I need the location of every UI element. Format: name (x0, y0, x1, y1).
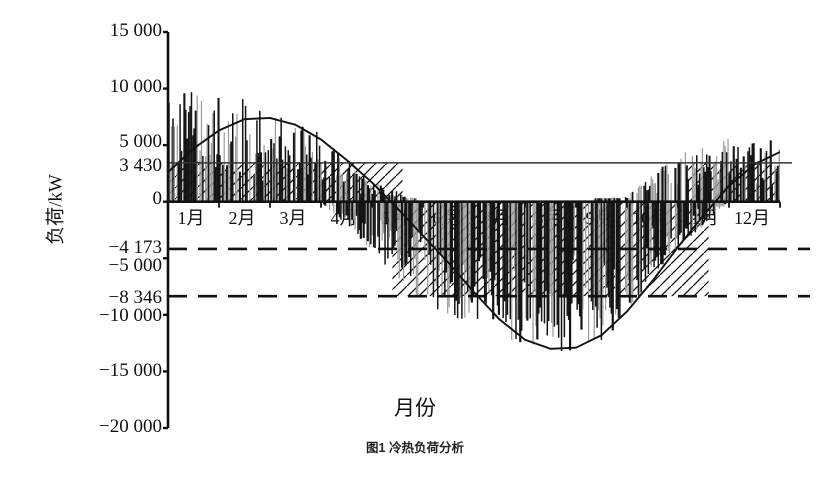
y-tick-label: 0 (152, 188, 163, 209)
y-tick-label: −8 346 (108, 287, 162, 308)
x-tick-label-12: 12月 (734, 208, 770, 228)
envelope-curve (168, 117, 780, 350)
axes (163, 30, 781, 430)
x-tick-label-2: 2月 (228, 208, 256, 228)
x-axis-title: 月份 (394, 396, 436, 420)
load-envelope-curve (168, 117, 780, 350)
y-tick-label: 15 000 (109, 20, 162, 41)
reference-lines (168, 162, 810, 298)
y-tick-label: 3 430 (119, 155, 162, 176)
y-tick-label: −15 000 (99, 360, 162, 381)
y-tick-label: −5 000 (108, 255, 162, 276)
y-tick-label: 5 000 (119, 131, 162, 152)
y-tick-label: 10 000 (109, 76, 162, 97)
x-tick-label-1: 1月 (177, 208, 205, 228)
y-tick-label: −10 000 (99, 305, 162, 326)
y-tick-label: −20 000 (99, 416, 162, 437)
figure-caption: 图1 冷热负荷分析 (366, 441, 464, 455)
load-bars (168, 92, 780, 351)
y-tick-label: −4 173 (108, 237, 162, 258)
x-tick-label-3: 3月 (279, 208, 307, 228)
